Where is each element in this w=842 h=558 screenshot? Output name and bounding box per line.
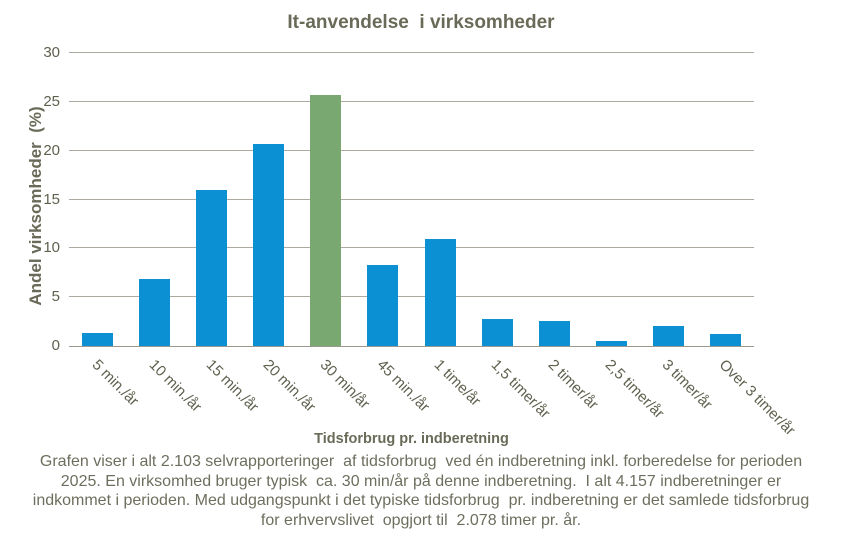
bar-20-min-r [253,143,285,346]
bar-1-time-r [424,238,456,346]
gridline-y10 [69,247,754,249]
bar-15-min-r [196,189,228,346]
y-tick-label-30: 30 [43,44,60,61]
x-tick-label-2-timer-r: 2 timer/år [544,355,602,413]
caption-line: Grafen viser i alt 2.103 selvrapporterin… [39,453,803,470]
bar-30-min-r [310,95,342,346]
bar-3-timer-r [652,326,684,346]
bar-10-min-r [139,278,171,346]
x-tick-label-15-min-r: 15 min./år [202,355,262,415]
chart-title: It-anvendelse i virksomheder [287,12,555,33]
x-tick-label-45-min-r: 45 min./år [373,355,433,415]
x-tick-label-2-5-timer-r: 2,5 timer/år [601,355,668,422]
x-axis-line [69,346,754,347]
gridline-y15 [69,198,754,200]
y-tick-label-10: 10 [43,239,60,257]
bar-over-3-timer-r [709,334,741,346]
x-tick-label-30-min-r: 30 min/år [316,355,373,413]
bar-2-timer-r [538,320,570,346]
y-tick-label-0: 0 [51,337,60,354]
plot-area: 0 5 10 15 20 25 30 5 min./år 10 min./år 15 min./å… [43,45,799,439]
x-tick-label-over-3-timer-r: Over 3 timer/år [716,355,799,439]
x-tick-label-5-min-r: 5 min./år [88,355,142,410]
bar-5-min-r [82,333,114,346]
caption-line: indkommet i perioden. Med udgangspunkt i… [32,492,810,509]
bar-1-5-timer-r [481,318,513,346]
bar-2-5-timer-r [595,341,627,346]
caption-line: for erhvervslivet opgjort til 2.078 time… [260,511,582,529]
x-tick-label-10-min-r: 10 min./år [145,355,205,415]
x-tick-label-1-time-r: 1 time/år [430,355,485,410]
x-tick-label-20-min-r: 20 min./år [259,355,319,415]
gridline-y20 [69,149,754,151]
gridline-y5 [69,296,754,298]
bar-45-min-r [367,264,399,346]
x-axis-title: Tidsforbrug pr. indberetning [314,431,509,447]
x-tick-label-1-5-timer-r: 1,5 timer/år [487,355,554,422]
x-tick-label-3-timer-r: 3 timer/år [659,355,716,413]
caption-line: 2025. En virksomhed bruger typisk ca. 30… [60,472,782,490]
y-tick-label-25: 25 [43,92,60,110]
y-tick-label-5: 5 [51,288,60,306]
chart-caption: Grafen viser i alt 2.103 selvrapporterin… [21,452,821,530]
gridline-y30 [69,52,754,53]
gridline-y25 [69,100,754,102]
y-tick-label-20: 20 [43,141,60,159]
y-tick-label-15: 15 [43,190,60,208]
